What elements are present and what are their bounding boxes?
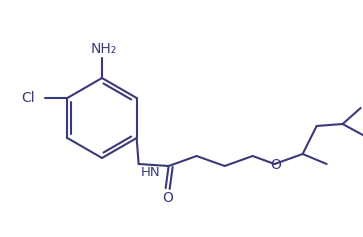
Text: NH₂: NH₂ [91,42,117,56]
Text: O: O [162,191,173,205]
Text: HN: HN [140,165,160,178]
Text: O: O [270,158,281,172]
Text: Cl: Cl [22,91,35,105]
